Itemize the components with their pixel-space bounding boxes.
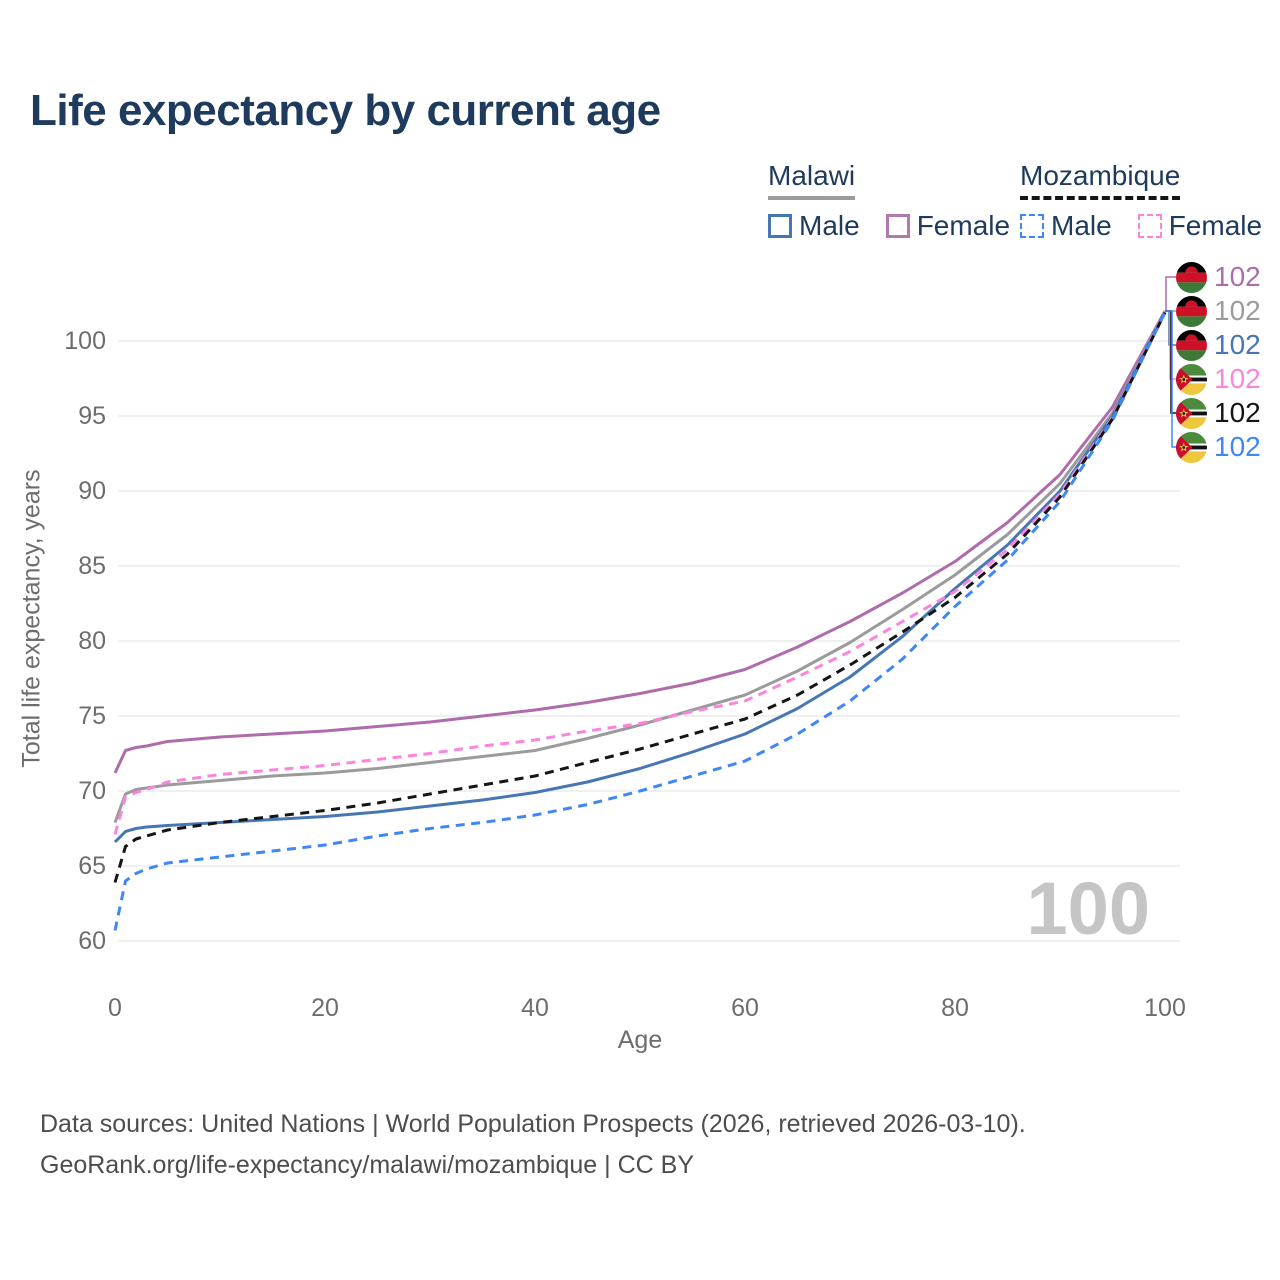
mozambique-male-swatch-icon (1020, 214, 1044, 238)
mozambique-flag-icon (1176, 431, 1207, 463)
x-tick-label-60: 60 (731, 994, 759, 1022)
y-tick-label-80: 80 (78, 627, 106, 655)
legend-label: Male (1051, 210, 1112, 241)
series-line-malawi (113, 310, 1167, 824)
series-end-label-malawi-female: 102 (1176, 260, 1261, 294)
end-value: 102 (1214, 329, 1261, 360)
x-tick-label-100: 100 (1144, 994, 1186, 1022)
y-tick-label-65: 65 (78, 852, 106, 880)
series-end-label-mozambique: 102 (1176, 396, 1261, 430)
end-label-connector (1165, 310, 1176, 414)
x-tick-label-80: 80 (941, 994, 969, 1022)
y-tick-label-85: 85 (78, 552, 106, 580)
mozambique-flag-icon (1176, 363, 1207, 395)
x-tick-label-40: 40 (521, 994, 549, 1022)
series-line-mozambique (113, 311, 1167, 883)
malawi-flag-icon (1176, 261, 1207, 293)
current-age-watermark: 100 (1026, 867, 1150, 950)
y-axis-title: Total life expectancy, years (17, 469, 46, 768)
legend-country-mozambique[interactable]: Mozambique (1020, 160, 1181, 200)
end-value: 102 (1214, 363, 1261, 394)
x-tick-label-20: 20 (311, 994, 339, 1022)
legend-label: Female (1168, 210, 1263, 241)
x-axis-title: Age (617, 1026, 663, 1054)
legend-item-malawi-male[interactable]: Male (768, 210, 860, 242)
series-line-malawi-male (113, 310, 1167, 844)
end-value: 102 (1214, 431, 1261, 462)
end-value: 102 (1214, 261, 1261, 292)
mozambique-female-swatch-icon (1137, 214, 1162, 238)
legend-label: Female (916, 210, 1011, 241)
legend-country-malawi[interactable]: Malawi (768, 160, 856, 200)
y-tick-label-75: 75 (78, 702, 106, 730)
series-line-mozambique-female (113, 310, 1167, 835)
series-end-label-mozambique-female: 102 (1176, 362, 1261, 396)
mozambique-flag-icon (1176, 397, 1207, 429)
y-tick-label-90: 90 (78, 477, 106, 505)
malawi-flag-icon (1176, 329, 1207, 361)
x-tick-label-0: 0 (108, 994, 122, 1022)
series-line-malawi-female (113, 310, 1167, 774)
series-end-label-malawi-male: 102 (1176, 328, 1261, 362)
malawi-male-swatch-icon (768, 214, 792, 238)
y-tick-label-70: 70 (78, 777, 106, 805)
series-end-label-malawi: 102 (1176, 294, 1261, 328)
end-value: 102 (1214, 397, 1261, 428)
end-label-connector (1165, 310, 1176, 448)
legend-group-malawi: Malawi Male Female (768, 160, 1010, 242)
y-tick-label-100: 100 (64, 327, 106, 355)
legend-group-mozambique: Mozambique Male Female (1020, 160, 1262, 242)
end-value: 102 (1214, 295, 1261, 326)
legend-item-mozambique-male[interactable]: Male (1020, 210, 1112, 242)
series-line-mozambique-male (113, 311, 1167, 931)
page-title: Life expectancy by current age (30, 86, 661, 135)
legend-label: Male (799, 210, 860, 241)
legend-item-malawi-female[interactable]: Female (885, 210, 1011, 242)
y-tick-label-60: 60 (78, 927, 106, 955)
end-label-connector (1165, 276, 1176, 312)
attribution-line: GeoRank.org/life-expectancy/malawi/mozam… (40, 1151, 694, 1179)
footer: Data sources: United Nations | World Pop… (40, 1104, 1026, 1186)
series-end-label-mozambique-male: 102 (1176, 430, 1261, 464)
malawi-flag-icon (1176, 295, 1207, 327)
legend-item-mozambique-female[interactable]: Female (1137, 210, 1263, 242)
malawi-female-swatch-icon (885, 214, 910, 238)
data-sources-line: Data sources: United Nations | World Pop… (40, 1110, 1026, 1138)
y-tick-label-95: 95 (78, 402, 106, 430)
